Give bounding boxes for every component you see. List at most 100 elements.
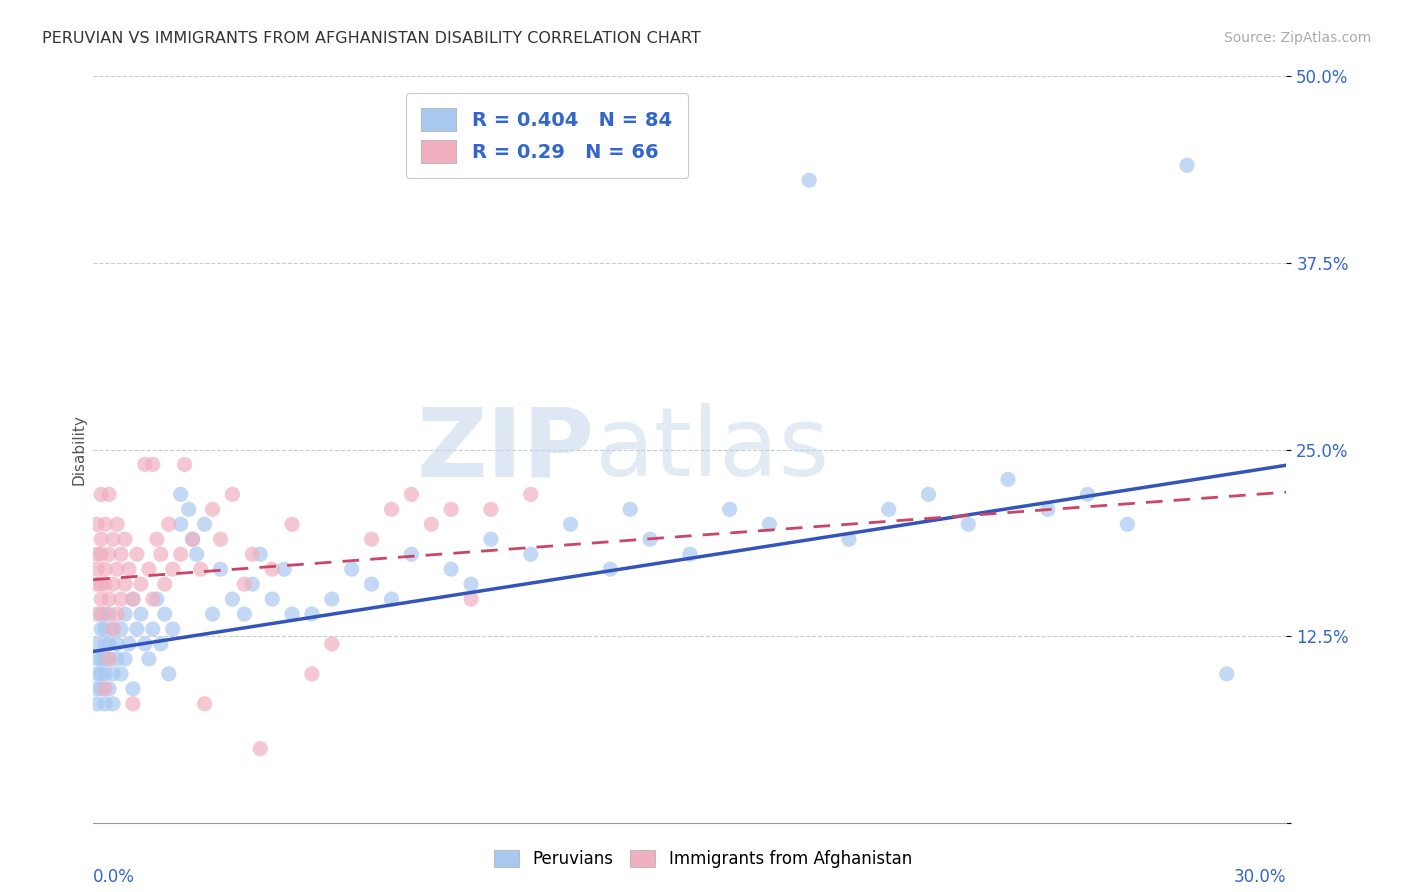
- Point: [360, 577, 382, 591]
- Point: [101, 533, 124, 547]
- Point: [118, 562, 141, 576]
- Point: [997, 472, 1019, 486]
- Point: [758, 517, 780, 532]
- Point: [90, 666, 112, 681]
- Point: [90, 533, 112, 547]
- Text: PERUVIAN VS IMMIGRANTS FROM AFGHANISTAN DISABILITY CORRELATION CHART: PERUVIAN VS IMMIGRANTS FROM AFGHANISTAN …: [42, 31, 702, 46]
- Point: [125, 547, 148, 561]
- Point: [90, 652, 112, 666]
- Point: [94, 577, 117, 591]
- Point: [201, 502, 224, 516]
- Point: [86, 637, 108, 651]
- Point: [86, 697, 108, 711]
- Point: [101, 697, 124, 711]
- Point: [193, 697, 215, 711]
- Text: 0.0%: 0.0%: [93, 868, 135, 887]
- Point: [122, 697, 145, 711]
- Point: [101, 577, 124, 591]
- Point: [420, 517, 443, 532]
- Point: [134, 458, 156, 472]
- Point: [90, 607, 112, 621]
- Point: [360, 533, 382, 547]
- Point: [799, 173, 821, 187]
- Legend: R = 0.404   N = 84, R = 0.29   N = 66: R = 0.404 N = 84, R = 0.29 N = 66: [406, 93, 688, 178]
- Point: [98, 681, 121, 696]
- Point: [94, 697, 117, 711]
- Point: [86, 607, 108, 621]
- Point: [110, 592, 132, 607]
- Point: [94, 666, 117, 681]
- Point: [262, 562, 284, 576]
- Point: [262, 592, 284, 607]
- Point: [157, 517, 180, 532]
- Point: [90, 547, 112, 561]
- Point: [181, 533, 204, 547]
- Text: 30.0%: 30.0%: [1234, 868, 1286, 887]
- Point: [181, 533, 204, 547]
- Point: [440, 562, 463, 576]
- Point: [105, 562, 128, 576]
- Point: [138, 562, 160, 576]
- Point: [105, 652, 128, 666]
- Point: [638, 533, 661, 547]
- Legend: Peruvians, Immigrants from Afghanistan: Peruvians, Immigrants from Afghanistan: [488, 843, 918, 875]
- Point: [146, 533, 169, 547]
- Point: [162, 622, 184, 636]
- Point: [380, 502, 402, 516]
- Point: [90, 577, 112, 591]
- Point: [173, 458, 195, 472]
- Point: [340, 562, 363, 576]
- Point: [1116, 517, 1139, 532]
- Point: [98, 652, 121, 666]
- Point: [162, 562, 184, 576]
- Point: [1036, 502, 1059, 516]
- Point: [94, 652, 117, 666]
- Point: [401, 487, 423, 501]
- Point: [101, 622, 124, 636]
- Point: [94, 562, 117, 576]
- Point: [157, 666, 180, 681]
- Point: [86, 666, 108, 681]
- Point: [1216, 666, 1239, 681]
- Point: [86, 517, 108, 532]
- Point: [86, 681, 108, 696]
- Point: [94, 681, 117, 696]
- Point: [129, 607, 152, 621]
- Point: [134, 637, 156, 651]
- Point: [240, 547, 263, 561]
- Point: [90, 592, 112, 607]
- Point: [479, 502, 502, 516]
- Point: [877, 502, 900, 516]
- Point: [114, 577, 136, 591]
- Point: [105, 517, 128, 532]
- Point: [94, 607, 117, 621]
- Point: [401, 547, 423, 561]
- Point: [479, 533, 502, 547]
- Point: [221, 592, 243, 607]
- Point: [519, 547, 541, 561]
- Point: [114, 533, 136, 547]
- Point: [98, 592, 121, 607]
- Point: [838, 533, 860, 547]
- Point: [86, 547, 108, 561]
- Point: [122, 592, 145, 607]
- Point: [718, 502, 741, 516]
- Point: [380, 592, 402, 607]
- Point: [98, 607, 121, 621]
- Point: [170, 487, 193, 501]
- Point: [122, 592, 145, 607]
- Point: [125, 622, 148, 636]
- Point: [142, 592, 165, 607]
- Point: [190, 562, 212, 576]
- Point: [142, 622, 165, 636]
- Point: [460, 577, 482, 591]
- Point: [122, 681, 145, 696]
- Point: [101, 666, 124, 681]
- Point: [186, 547, 208, 561]
- Point: [149, 637, 172, 651]
- Point: [221, 487, 243, 501]
- Point: [957, 517, 980, 532]
- Point: [301, 666, 323, 681]
- Point: [142, 458, 165, 472]
- Point: [273, 562, 295, 576]
